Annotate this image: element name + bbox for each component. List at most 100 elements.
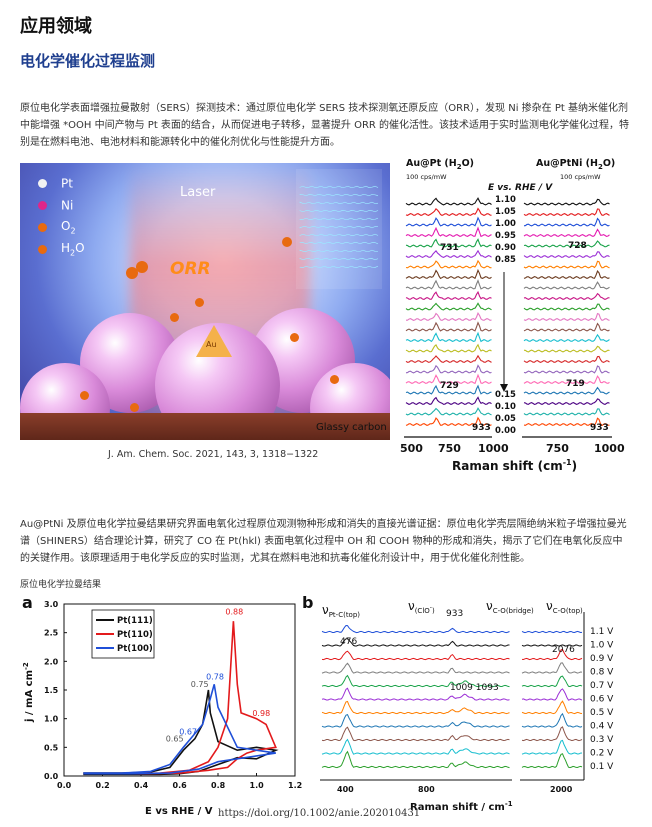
o2-molecule xyxy=(126,267,138,279)
raman-trace xyxy=(321,726,510,742)
raman-trace xyxy=(521,700,583,715)
glassy-carbon-substrate xyxy=(20,413,390,440)
peak-annotation: 0.67 xyxy=(179,728,197,737)
y-tick-label: 0.0 xyxy=(44,772,59,781)
spectrum-trace xyxy=(405,216,492,227)
raman-trace xyxy=(321,713,510,728)
potential-label: 0.2 V xyxy=(590,749,614,759)
x-tick-label: 0.8 xyxy=(211,781,226,790)
spectrum-trace xyxy=(405,226,492,238)
spectrum-trace xyxy=(405,416,492,427)
x-tick-label: 1.2 xyxy=(288,781,302,790)
spectrum-trace xyxy=(523,365,610,374)
spectrum-trace xyxy=(405,373,492,385)
cv-series-Pt(100) xyxy=(83,684,276,775)
x-tick: 1000 xyxy=(594,442,625,455)
spectrum-trace xyxy=(523,333,610,343)
adsorbed-o xyxy=(195,298,204,307)
y-tick-label: 2.5 xyxy=(44,629,59,638)
potential-label: 0.95 xyxy=(495,231,516,241)
raman-trace xyxy=(521,644,583,647)
x-tick-label: 0.2 xyxy=(96,781,110,790)
doi-link[interactable]: https://doi.org/10.1002/anie.202010431 xyxy=(218,808,421,819)
raman-trace xyxy=(321,738,510,755)
legend-label: Pt(100) xyxy=(117,644,153,654)
spectrum-trace xyxy=(523,281,610,290)
x-tick: 500 xyxy=(400,442,423,455)
raman-trace xyxy=(321,650,510,661)
raman-trace xyxy=(321,700,510,715)
adsorbed-o xyxy=(290,333,299,342)
x-axis-label: Raman shift / cm-1 xyxy=(410,800,513,813)
raman-trace xyxy=(321,687,510,701)
legend-item: H2O xyxy=(38,239,85,258)
x-tick-label: 800 xyxy=(418,785,435,794)
legend-item: O2 xyxy=(38,217,76,236)
spectrum-trace xyxy=(405,407,492,416)
paragraph-shiners: Au@PtNi 及原位电化学拉曼结果研究界面电氧化过程原位观测物种形成和消失的直… xyxy=(20,519,627,564)
spectrum-trace xyxy=(405,207,492,217)
spectrum-trace xyxy=(523,408,610,416)
left-scale-label: 100 cps/mW xyxy=(406,173,447,181)
peak-label: 476 xyxy=(340,637,357,647)
band-label: νC-O(top) xyxy=(546,599,583,615)
raman-b-panel: b 1.1 V 1.0 V 0.9 V 0.8 V 0.7 V 0.6 V 0.5 V 0.4… xyxy=(300,592,640,822)
spectrum-trace xyxy=(523,345,610,353)
spectrum-trace xyxy=(405,396,492,406)
y-axis-label: j / mA cm-2 xyxy=(22,662,35,723)
orr-illustration: Pt Ni O2 H2O Laser ORR Au Glassy carbon xyxy=(20,163,390,440)
inset-trace xyxy=(299,265,379,268)
x-tick: 1000 xyxy=(478,442,509,455)
inset-trace xyxy=(299,233,379,236)
peak-label: 729 xyxy=(440,381,459,391)
x-tick-label: 1.0 xyxy=(250,781,265,790)
band-label: ν(ClO-) xyxy=(408,599,435,615)
spectrum-trace xyxy=(523,312,610,322)
section-heading: 应用领域 xyxy=(20,16,92,37)
orr-label: ORR xyxy=(170,259,211,279)
legend-label: O2 xyxy=(61,219,76,236)
peak-label: 731 xyxy=(440,243,459,253)
adsorbed-o xyxy=(170,313,179,322)
spectrum-trace xyxy=(523,417,610,427)
potential-label: 0.85 xyxy=(495,255,516,265)
potential-label: 1.05 xyxy=(495,207,516,217)
potential-label: 0.1 V xyxy=(590,762,614,772)
legend-item: Pt xyxy=(38,173,73,192)
adsorbed-o xyxy=(130,403,139,412)
spectrum-trace xyxy=(523,260,610,269)
raman-trace xyxy=(521,712,583,728)
potential-label: 0.3 V xyxy=(590,735,614,745)
spectrum-trace xyxy=(405,343,492,353)
raman-trace xyxy=(321,750,510,769)
panel-b-label: b xyxy=(302,593,313,612)
figure-2-label: 原位电化学拉曼结果 xyxy=(20,580,102,590)
inset-trace xyxy=(299,257,379,261)
spectrum-trace xyxy=(405,364,492,374)
potential-label: 1.1 V xyxy=(590,627,614,637)
potential-label: 0.4 V xyxy=(590,722,614,732)
legend-item: Ni xyxy=(38,195,73,214)
inset-trace xyxy=(299,226,379,229)
inset-trace xyxy=(299,194,379,197)
peak-label: 2076 xyxy=(552,645,575,655)
band-label: νC-O(bridge) xyxy=(486,599,534,615)
glassy-carbon-label: Glassy carbon xyxy=(316,422,387,433)
raman-trace xyxy=(321,674,510,688)
x-tick-label: 0.4 xyxy=(134,781,149,790)
spectrum-trace xyxy=(523,251,610,259)
paragraph-sers: 原位电化学表面增强拉曼散射（SERS）探测技术：通过原位电化学 SERS 技术探… xyxy=(20,103,630,148)
spectrum-trace xyxy=(405,259,492,269)
x-axis-label: E vs RHE / V xyxy=(145,806,213,817)
au-core xyxy=(196,325,232,357)
adsorbed-o xyxy=(80,391,89,400)
x-tick: 750 xyxy=(546,442,569,455)
peak-label: 933 xyxy=(472,423,491,433)
inset-spectra xyxy=(296,169,382,289)
spectrum-trace xyxy=(523,355,610,364)
raman-trace xyxy=(521,753,583,769)
potential-axis-label: E vs. RHE / V xyxy=(488,183,553,193)
potential-label: 1.00 xyxy=(495,219,516,229)
potential-label: 1.10 xyxy=(495,195,516,205)
legend-box xyxy=(91,609,155,659)
